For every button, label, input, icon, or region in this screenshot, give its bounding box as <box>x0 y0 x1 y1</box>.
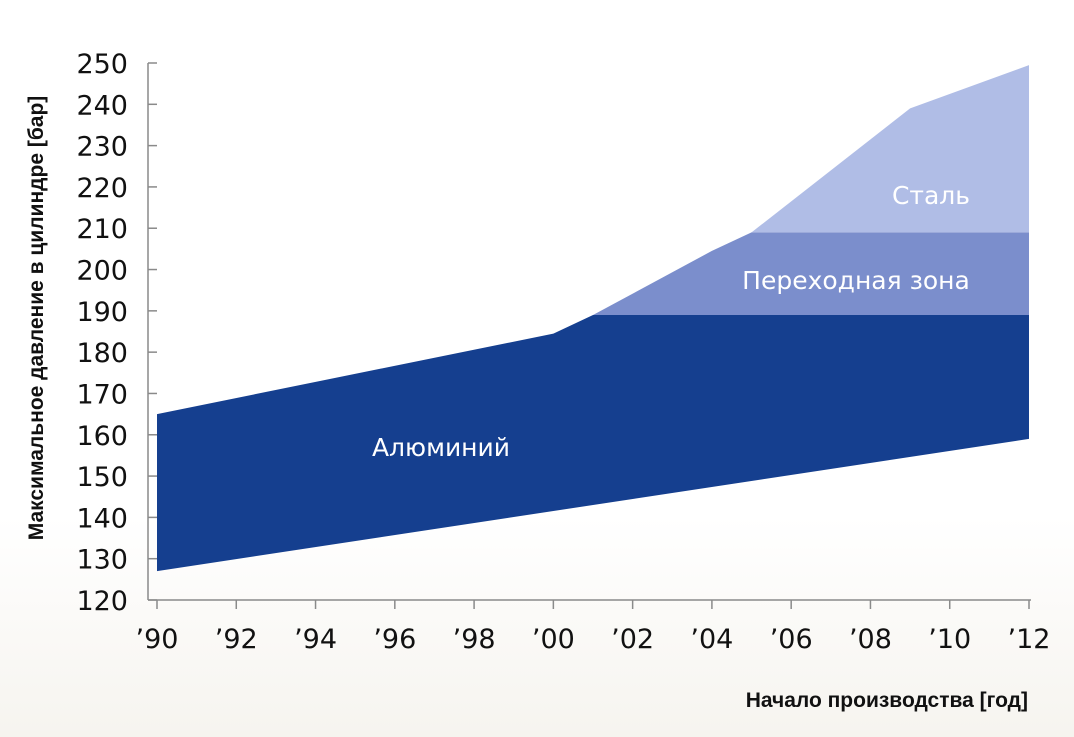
axes: 120 130 140 150 160 170 180 190 200 210 220 230 240 2… <box>76 49 1050 655</box>
zone-labels: Алюминий Переходная зона Сталь <box>372 181 970 462</box>
band-transition <box>593 232 1029 315</box>
x-tick-label: ’12 <box>1008 624 1051 655</box>
x-tick-label: ’02 <box>611 624 654 655</box>
band-label-aluminum: Алюминий <box>372 433 510 462</box>
band-steel <box>751 65 1029 233</box>
y-tick-label: 130 <box>76 545 128 576</box>
y-tick-label: 120 <box>76 586 128 617</box>
y-tick-label: 160 <box>76 421 128 452</box>
band-label-steel: Сталь <box>892 181 970 210</box>
y-tick-label: 240 <box>76 90 128 121</box>
x-tick-label: ’00 <box>532 624 575 655</box>
y-tick-label: 180 <box>76 338 128 369</box>
y-tick-label: 200 <box>76 256 128 287</box>
x-tick-label: ’92 <box>215 624 258 655</box>
band-label-transition: Переходная зона <box>742 266 970 295</box>
x-tick-label: ’96 <box>373 624 416 655</box>
band-aluminum <box>157 315 1029 572</box>
area-bands <box>157 65 1029 572</box>
x-tick-label: ’90 <box>136 624 179 655</box>
y-tick-label: 250 <box>76 49 128 80</box>
x-tick-label: ’98 <box>453 624 496 655</box>
y-tick-label: 170 <box>76 379 128 410</box>
y-tick-label: 150 <box>76 462 128 493</box>
x-tick-label: ’06 <box>770 624 813 655</box>
x-axis-title: Начало производства [год] <box>746 689 1028 712</box>
x-tick-label: ’10 <box>928 624 971 655</box>
x-tick-label: ’94 <box>294 624 337 655</box>
y-tick-label: 210 <box>76 214 128 245</box>
y-tick-label: 190 <box>76 297 128 328</box>
y-tick-label: 140 <box>76 503 128 534</box>
x-tick-label: ’04 <box>690 624 733 655</box>
y-tick-label: 230 <box>76 132 128 163</box>
y-tick-label: 220 <box>76 173 128 204</box>
y-axis-title: Максимальное давление в цилиндре [бар] <box>25 96 48 541</box>
x-tick-label: ’08 <box>849 624 892 655</box>
